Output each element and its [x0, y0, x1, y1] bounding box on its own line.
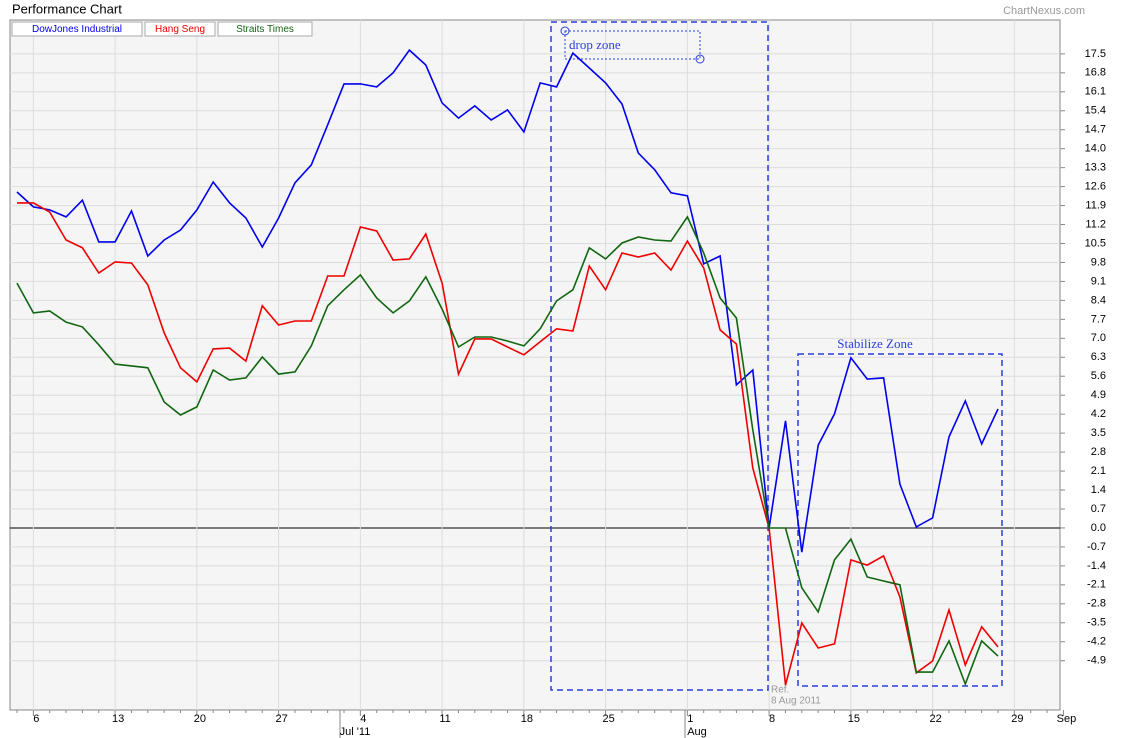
- y-tick-label: 4.2: [1091, 408, 1106, 420]
- y-tick-label: 12.6: [1085, 181, 1106, 193]
- x-tick-label: 15: [848, 713, 860, 725]
- y-tick-label: 7.7: [1091, 313, 1106, 325]
- y-tick-label: -1.4: [1087, 560, 1106, 572]
- y-tick-label: -3.5: [1087, 617, 1106, 629]
- y-tick-label: -2.8: [1087, 598, 1106, 610]
- y-tick-label: 11.2: [1085, 218, 1106, 230]
- series-line: [16, 48, 999, 553]
- y-tick-label: 13.3: [1085, 162, 1106, 174]
- y-tick-label: -0.7: [1087, 541, 1106, 553]
- y-tick-label: 9.8: [1091, 256, 1106, 268]
- chart-title: Performance Chart: [12, 1, 122, 16]
- drop-zone-label-box: [564, 30, 701, 60]
- x-tick-label: 27: [275, 713, 287, 725]
- y-tick-label: 1.4: [1091, 484, 1106, 496]
- x-tick-label: 8: [769, 713, 775, 725]
- drop-zone-box: [550, 21, 769, 691]
- x-month-label: Jul '11: [340, 726, 371, 738]
- y-tick-label: 14.7: [1085, 124, 1106, 136]
- y-tick-label: 16.1: [1085, 86, 1106, 98]
- y-tick-label: 5.6: [1091, 370, 1106, 382]
- x-tick-label: 20: [194, 713, 206, 725]
- plot-area: [9, 19, 1061, 711]
- series-line: [16, 215, 999, 687]
- handle: [560, 26, 570, 36]
- y-tick-label: 15.4: [1085, 105, 1106, 117]
- drop-zone-label: drop zone: [569, 37, 621, 52]
- handle: [695, 54, 705, 64]
- x-tick-label: 1: [687, 713, 693, 725]
- y-tick-label: 16.8: [1085, 67, 1106, 79]
- y-tick-label: 17.5: [1085, 48, 1106, 60]
- stabilize-zone-label: Stabilize Zone: [837, 336, 913, 351]
- y-tick-label: 9.1: [1091, 275, 1106, 287]
- series-line: [17, 202, 999, 686]
- grid: [10, 20, 1060, 710]
- x-month-label: Aug: [687, 726, 707, 738]
- legend-label: DowJones Industrial: [32, 24, 122, 35]
- x-tick-label: 18: [521, 713, 533, 725]
- ref-date: 8 Aug 2011: [771, 696, 821, 707]
- y-tick-label: 8.4: [1091, 294, 1106, 306]
- y-tick-label: 14.0: [1085, 143, 1106, 155]
- legend-item[interactable]: [217, 21, 313, 37]
- y-tick-label: 0.7: [1091, 503, 1106, 515]
- y-tick-label: -4.2: [1087, 636, 1106, 648]
- y-tick-label: -4.9: [1087, 655, 1106, 667]
- x-tick-label: 6: [33, 713, 39, 725]
- y-tick-label: 0.0: [1091, 522, 1106, 534]
- legend-label: Hang Seng: [155, 24, 205, 35]
- y-tick-label: 4.9: [1091, 389, 1106, 401]
- y-tick-label: 2.1: [1091, 465, 1106, 477]
- legend-item[interactable]: [11, 21, 143, 37]
- x-tick-label: 11: [439, 713, 450, 725]
- x-tick-label: 29: [1011, 713, 1023, 725]
- y-tick-label: 3.5: [1091, 427, 1106, 439]
- source: ChartNexus.com: [1003, 5, 1085, 17]
- x-tick-label: 13: [112, 713, 124, 725]
- legend-item[interactable]: [144, 21, 216, 37]
- y-tick-label: 11.9: [1085, 199, 1106, 211]
- legend-label: Straits Times: [236, 24, 294, 35]
- y-tick-label: 10.5: [1085, 237, 1106, 249]
- y-tick-label: 7.0: [1091, 332, 1106, 344]
- x-tick-label: Sep: [1057, 713, 1077, 725]
- x-tick-label: 4: [360, 713, 366, 725]
- y-tick-label: 6.3: [1091, 351, 1106, 363]
- y-tick-label: -2.1: [1087, 579, 1106, 591]
- ref-label: Ref.: [771, 685, 789, 696]
- x-tick-label: 25: [602, 713, 614, 725]
- x-tick-label: 22: [929, 713, 941, 725]
- y-tick-label: 2.8: [1091, 446, 1106, 458]
